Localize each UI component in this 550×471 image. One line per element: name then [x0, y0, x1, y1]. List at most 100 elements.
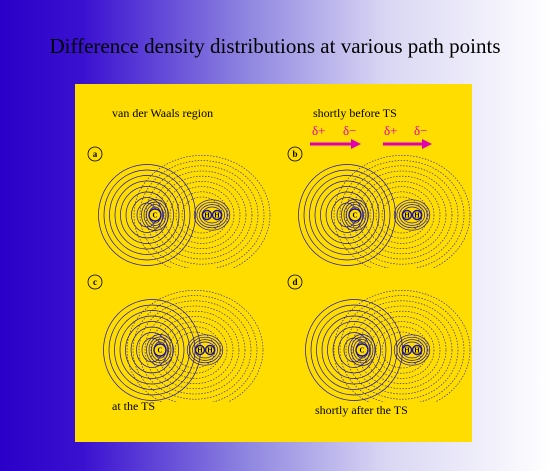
dipole-arrowhead-2: [422, 139, 432, 149]
dashed-contour: [333, 155, 471, 268]
solid-contour: [348, 334, 376, 366]
solid-contour: [393, 334, 431, 366]
dashed-contour: [345, 300, 459, 400]
solid-contour: [353, 339, 371, 361]
dashed-contour: [145, 165, 259, 265]
hydrogen-1-atom: [194, 344, 206, 356]
hydrogen-1-label: H: [197, 347, 203, 355]
dashed-contour: [162, 321, 228, 379]
solid-contour: [309, 175, 385, 255]
solid-contour: [103, 299, 201, 401]
contour-plot-a: C H Ha: [87, 146, 271, 268]
solid-contour: [136, 332, 168, 368]
panel-letter-d: d: [292, 277, 297, 287]
solid-contour: [186, 334, 224, 366]
hydrogen-2-label: H: [214, 212, 220, 220]
carbon-atom: [348, 208, 362, 222]
solid-contour: [109, 175, 185, 255]
dashed-contour: [163, 181, 241, 249]
solid-contour: [143, 201, 167, 229]
solid-contour: [396, 201, 428, 229]
solid-contour: [98, 164, 196, 266]
panel-letter-a-circle: [87, 146, 103, 162]
dashed-contour: [169, 186, 235, 244]
solid-contour: [321, 315, 387, 385]
solid-contour: [148, 336, 172, 364]
solid-contour: [332, 326, 376, 374]
figure-panel: van der Waals region shortly before TS a…: [75, 84, 472, 442]
dashed-contour: [345, 165, 459, 265]
solid-contour: [346, 204, 364, 226]
solid-contour: [189, 336, 221, 364]
solid-contour: [316, 310, 392, 390]
panel-letter-a: a: [93, 149, 98, 159]
delta-minus-label-1: δ−: [343, 123, 356, 138]
dashed-contour: [375, 191, 429, 239]
dashed-contour: [126, 290, 264, 402]
dashed-contour: [138, 300, 252, 400]
carbon-label: C: [152, 212, 157, 220]
solid-contour: [196, 201, 228, 229]
solid-contour: [343, 201, 367, 229]
solid-contour: [130, 326, 174, 374]
hydrogen-2-label: H: [414, 347, 420, 355]
dashed-contour: [339, 160, 465, 268]
dashed-contour: [133, 155, 271, 268]
solid-contour: [325, 191, 369, 239]
dashed-contour: [363, 181, 441, 249]
hydrogen-2-atom: [411, 344, 423, 356]
hydrogen-2-atom: [204, 344, 216, 356]
hydrogen-2-label: H: [414, 212, 420, 220]
dashed-contour: [351, 305, 453, 395]
solid-contour: [120, 186, 174, 244]
contour-plot-b: C H Hb: [287, 146, 471, 268]
dashed-contour: [369, 186, 435, 244]
caption-c: at the TS: [112, 399, 156, 413]
hydrogen-1-label: H: [404, 212, 410, 220]
hydrogen-1-atom: [401, 344, 413, 356]
solid-contour: [298, 164, 396, 266]
hydrogen-1-label: H: [404, 347, 410, 355]
solid-contour: [193, 199, 231, 231]
panel-letter-b: b: [292, 149, 297, 159]
solid-contour: [350, 336, 374, 364]
panel-letter-c-circle: [87, 274, 103, 290]
panel-letter-b-circle: [287, 146, 303, 162]
solid-contour: [396, 336, 428, 364]
carbon-label: C: [352, 212, 357, 220]
dashed-contour: [339, 295, 465, 402]
dashed-contour: [144, 305, 246, 395]
hydrogen-2-atom: [411, 209, 423, 221]
dashed-contour: [175, 191, 229, 239]
dipole-arrowhead-1: [351, 139, 361, 149]
dashed-contour: [139, 160, 265, 268]
solid-contour: [131, 197, 163, 233]
solid-contour: [303, 169, 391, 261]
carbon-atom: [355, 343, 369, 357]
solid-contour: [305, 299, 403, 401]
carbon-atom: [148, 208, 162, 222]
caption-b: shortly before TS: [313, 106, 397, 120]
carbon-atom: [153, 343, 167, 357]
contour-plot-d: C H Hd: [287, 274, 471, 402]
solid-contour: [146, 334, 174, 366]
carbon-label: C: [157, 347, 162, 355]
hydrogen-1-atom: [401, 209, 413, 221]
solid-contour: [151, 339, 169, 361]
slide-title: Difference density distributions at vari…: [49, 34, 501, 58]
panel-letter-c: c: [93, 277, 97, 287]
solid-contour: [141, 199, 169, 231]
hydrogen-2-atom: [211, 209, 223, 221]
dipole-annotation: δ+ δ− δ+ δ−: [310, 123, 432, 149]
panel-letter-d-circle: [287, 274, 303, 290]
hydrogen-1-atom: [201, 209, 213, 221]
dashed-contour: [150, 310, 240, 390]
dashed-contour: [132, 295, 258, 402]
solid-contour: [146, 204, 164, 226]
solid-contour: [338, 332, 370, 368]
dashed-contour: [375, 326, 429, 374]
solid-contour: [199, 204, 225, 226]
solid-contour: [341, 199, 369, 231]
solid-contour: [125, 191, 169, 239]
contour-plot-c: C H Hc: [87, 274, 264, 402]
